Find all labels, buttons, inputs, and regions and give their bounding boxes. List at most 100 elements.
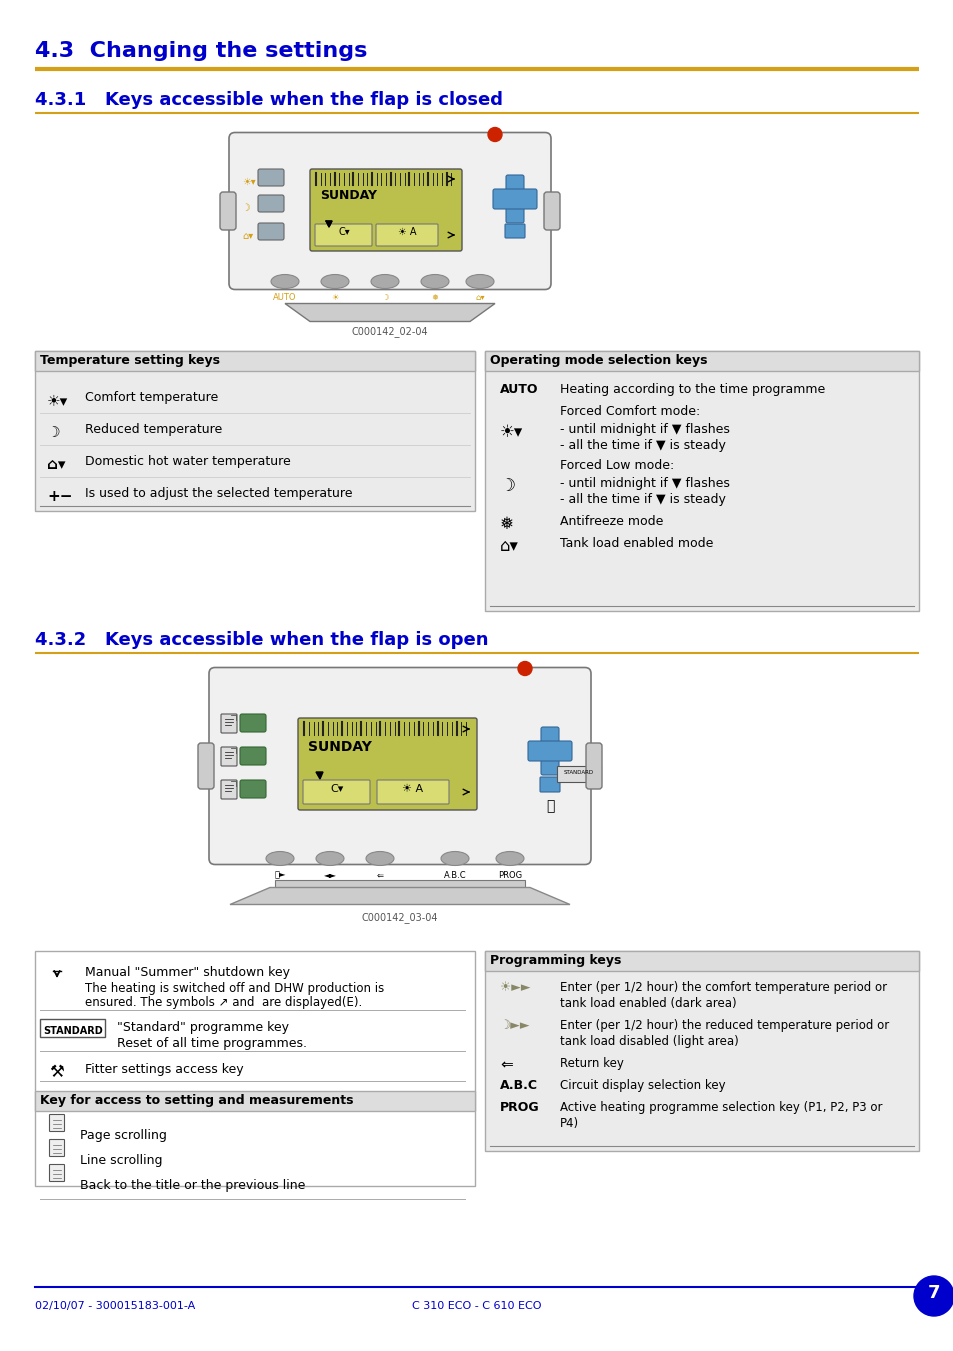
FancyBboxPatch shape — [504, 224, 524, 238]
Text: A.B.C: A.B.C — [499, 1079, 537, 1092]
Text: Line scrolling: Line scrolling — [80, 1154, 162, 1167]
Text: Tank load enabled mode: Tank load enabled mode — [559, 536, 713, 550]
Text: ☀▾: ☀▾ — [242, 177, 255, 186]
Text: ☽: ☽ — [47, 426, 61, 440]
Bar — [40, 1019, 105, 1038]
FancyBboxPatch shape — [240, 713, 266, 732]
Text: Temperature setting keys: Temperature setting keys — [40, 354, 220, 367]
FancyBboxPatch shape — [198, 743, 213, 789]
Text: 7: 7 — [926, 1283, 940, 1302]
FancyBboxPatch shape — [50, 1115, 65, 1132]
Text: Active heating programme selection key (P1, P2, P3 or: Active heating programme selection key (… — [559, 1101, 882, 1115]
Circle shape — [913, 1275, 953, 1316]
Text: ☀ A: ☀ A — [397, 227, 416, 236]
Text: ☽: ☽ — [499, 477, 516, 494]
Text: P4): P4) — [559, 1117, 578, 1129]
FancyBboxPatch shape — [220, 192, 235, 230]
Bar — [484, 351, 918, 372]
Ellipse shape — [320, 274, 349, 289]
Text: SUNDAY: SUNDAY — [308, 740, 372, 754]
Text: ☀►►: ☀►► — [499, 981, 530, 994]
Text: 02/10/07 - 300015183-001-A: 02/10/07 - 300015183-001-A — [35, 1301, 195, 1310]
Ellipse shape — [420, 274, 449, 289]
Text: Circuit display selection key: Circuit display selection key — [559, 1079, 725, 1092]
Text: ☀▾: ☀▾ — [499, 423, 522, 440]
Polygon shape — [230, 888, 569, 905]
Bar — [35, 951, 475, 1186]
Text: - until midnight if ▼ flashes: - until midnight if ▼ flashes — [559, 423, 729, 436]
Text: Programming keys: Programming keys — [490, 954, 620, 967]
Text: Enter (per 1/2 hour) the reduced temperature period or: Enter (per 1/2 hour) the reduced tempera… — [559, 1019, 888, 1032]
Polygon shape — [285, 304, 495, 322]
Bar — [274, 880, 524, 888]
Text: ◄►: ◄► — [323, 870, 336, 880]
Ellipse shape — [315, 851, 344, 866]
FancyBboxPatch shape — [493, 189, 537, 209]
Text: ⌂▾: ⌂▾ — [242, 231, 253, 240]
FancyBboxPatch shape — [257, 169, 284, 186]
Ellipse shape — [496, 851, 523, 866]
Polygon shape — [326, 222, 332, 227]
Text: ⌂▾: ⌂▾ — [475, 293, 484, 303]
FancyBboxPatch shape — [310, 169, 461, 251]
Text: Back to the title or the previous line: Back to the title or the previous line — [80, 1179, 305, 1192]
Text: ⚒: ⚒ — [50, 1063, 65, 1081]
Text: Antifreeze mode: Antifreeze mode — [559, 515, 662, 528]
Text: - until midnight if ▼ flashes: - until midnight if ▼ flashes — [559, 477, 729, 490]
Ellipse shape — [266, 851, 294, 866]
FancyBboxPatch shape — [257, 195, 284, 212]
Circle shape — [517, 662, 532, 676]
Text: ☀▾: ☀▾ — [47, 393, 69, 408]
FancyBboxPatch shape — [221, 747, 236, 766]
Ellipse shape — [271, 274, 298, 289]
FancyBboxPatch shape — [303, 780, 370, 804]
FancyBboxPatch shape — [539, 777, 559, 792]
Text: ☽►►: ☽►► — [499, 1019, 530, 1032]
Text: 4.3.1   Keys accessible when the flap is closed: 4.3.1 Keys accessible when the flap is c… — [35, 91, 502, 109]
Text: Comfort temperature: Comfort temperature — [85, 390, 218, 404]
Text: PROG: PROG — [499, 1101, 539, 1115]
Text: tank load enabled (dark area): tank load enabled (dark area) — [559, 997, 736, 1011]
FancyBboxPatch shape — [557, 766, 600, 782]
Text: ⏯►: ⏯► — [274, 870, 286, 880]
FancyBboxPatch shape — [540, 727, 558, 775]
FancyBboxPatch shape — [527, 740, 572, 761]
Text: ⌂▾: ⌂▾ — [47, 457, 66, 471]
Text: Enter (per 1/2 hour) the comfort temperature period or: Enter (per 1/2 hour) the comfort tempera… — [559, 981, 886, 994]
Text: Fitter settings access key: Fitter settings access key — [85, 1063, 243, 1075]
Text: C000142_03-04: C000142_03-04 — [361, 912, 437, 923]
Ellipse shape — [465, 274, 494, 289]
FancyBboxPatch shape — [375, 224, 437, 246]
Text: ⇐: ⇐ — [499, 1056, 512, 1071]
Text: STANDARD: STANDARD — [43, 1025, 103, 1036]
Text: Key for access to setting and measurements: Key for access to setting and measuremen… — [40, 1094, 354, 1106]
Text: C000142_02-04: C000142_02-04 — [352, 327, 428, 338]
Ellipse shape — [366, 851, 394, 866]
Text: ensured. The symbols ↗ and  are displayed(E).: ensured. The symbols ↗ and are displayed… — [85, 996, 362, 1009]
Text: C 310 ECO - C 610 ECO: C 310 ECO - C 610 ECO — [412, 1301, 541, 1310]
Polygon shape — [315, 771, 323, 780]
Text: ☽: ☽ — [381, 293, 388, 303]
FancyBboxPatch shape — [314, 224, 372, 246]
Text: - all the time if ▼ is steady: - all the time if ▼ is steady — [559, 439, 725, 453]
FancyBboxPatch shape — [229, 132, 551, 289]
Text: Domestic hot water temperature: Domestic hot water temperature — [85, 455, 291, 467]
Text: - all the time if ▼ is steady: - all the time if ▼ is steady — [559, 493, 725, 507]
Text: AUTO: AUTO — [499, 382, 537, 396]
Ellipse shape — [371, 274, 398, 289]
Text: Operating mode selection keys: Operating mode selection keys — [490, 354, 707, 367]
FancyBboxPatch shape — [257, 223, 284, 240]
Text: Return key: Return key — [559, 1056, 623, 1070]
Text: Page scrolling: Page scrolling — [80, 1129, 167, 1142]
FancyBboxPatch shape — [240, 747, 266, 765]
Text: ☀ A: ☀ A — [402, 784, 423, 794]
Text: Is used to adjust the selected temperature: Is used to adjust the selected temperatu… — [85, 486, 352, 500]
FancyBboxPatch shape — [50, 1139, 65, 1156]
FancyBboxPatch shape — [221, 780, 236, 798]
Text: ⌂▾: ⌂▾ — [499, 536, 518, 555]
Text: Heating according to the time programme: Heating according to the time programme — [559, 382, 824, 396]
Text: +−: +− — [47, 489, 72, 504]
Text: A.B.C: A.B.C — [443, 870, 466, 880]
FancyBboxPatch shape — [297, 717, 476, 811]
Text: 4.3.2   Keys accessible when the flap is open: 4.3.2 Keys accessible when the flap is o… — [35, 631, 488, 648]
